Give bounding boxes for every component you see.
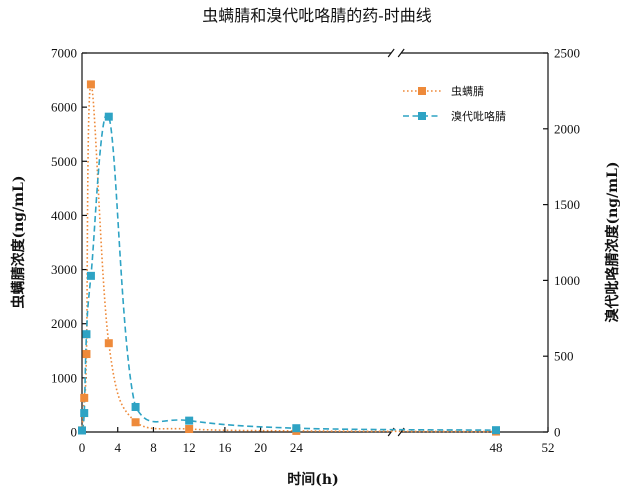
axis-break-mark-top-right [397,48,405,58]
series-lines [81,83,497,433]
x-tick-label: 12 [183,440,196,455]
plot-area: 0 4 8 12 16 20 24 48 520100020003000400050006000… [51,46,580,456]
series-1-point [185,425,194,434]
y-right-tick-label: 2000 [554,121,580,136]
series-2-point [80,409,89,418]
y-right-tick-label: 1000 [554,273,580,288]
series-1-point [104,339,113,348]
axes [81,48,549,437]
x-tick-label: 8 [150,440,157,455]
series-2-point [292,424,301,433]
x-axis-label: 时间(h) [287,471,338,488]
series-1-point [86,80,95,89]
legend-label-series-2: 溴代吡咯腈 [451,109,506,123]
chart-title: 虫螨腈和溴代吡咯腈的药-时曲线 [202,6,431,25]
series-1-line [81,83,497,433]
x-tick-label: 20 [254,440,267,455]
x-tick-label: 0 [79,440,86,455]
axis-break-mark-top-left [387,48,395,58]
x-tick-label: 52 [542,440,555,455]
y-left-tick-label: 5000 [51,154,77,169]
y-left-tick-label: 4000 [51,208,77,223]
series-2-point [104,112,113,121]
y-left-tick-label: 3000 [51,262,77,277]
y-axis-label-right: 溴代吡咯腈浓度(ng/mL) [604,162,621,323]
series-2-point [78,426,86,435]
y-left-tick-label: 1000 [51,370,77,385]
series-2-point [86,271,95,280]
x-tick-label: 24 [290,440,304,455]
legend-marker-series-2 [418,112,426,120]
y-right-tick-label: 1500 [554,197,580,212]
series-2-point [131,402,140,411]
y-axis-label-left: 虫螨腈浓度(ng/mL) [10,176,27,309]
y-left-tick-label: 7000 [51,46,77,61]
x-tick-label: 16 [218,440,232,455]
y-left-tick-label: 2000 [51,316,77,331]
series-2-point [82,330,91,339]
legend-label-series-1: 虫螨腈 [451,85,484,98]
series-1-point [80,393,89,402]
legend: 虫螨腈 溴代吡咯腈 [403,85,506,123]
series-markers [78,80,500,436]
series-1-point [82,350,91,359]
series-2-point [492,426,500,435]
x-tick-label: 48 [490,440,503,455]
series-2-point [185,416,194,425]
x-tick-label: 4 [114,440,121,455]
legend-marker-series-1 [418,87,426,95]
y-left-tick-label: 6000 [51,100,77,115]
y-right-tick-label: 2500 [554,46,580,61]
y-right-tick-label: 500 [554,349,574,364]
ticks: 0 4 8 12 16 20 24 48 520100020003000400050006000… [51,46,580,456]
y-right-tick-label: 0 [554,425,561,440]
y-left-tick-label: 0 [71,425,78,440]
series-2-line [81,113,497,431]
series-1-point [131,418,140,427]
